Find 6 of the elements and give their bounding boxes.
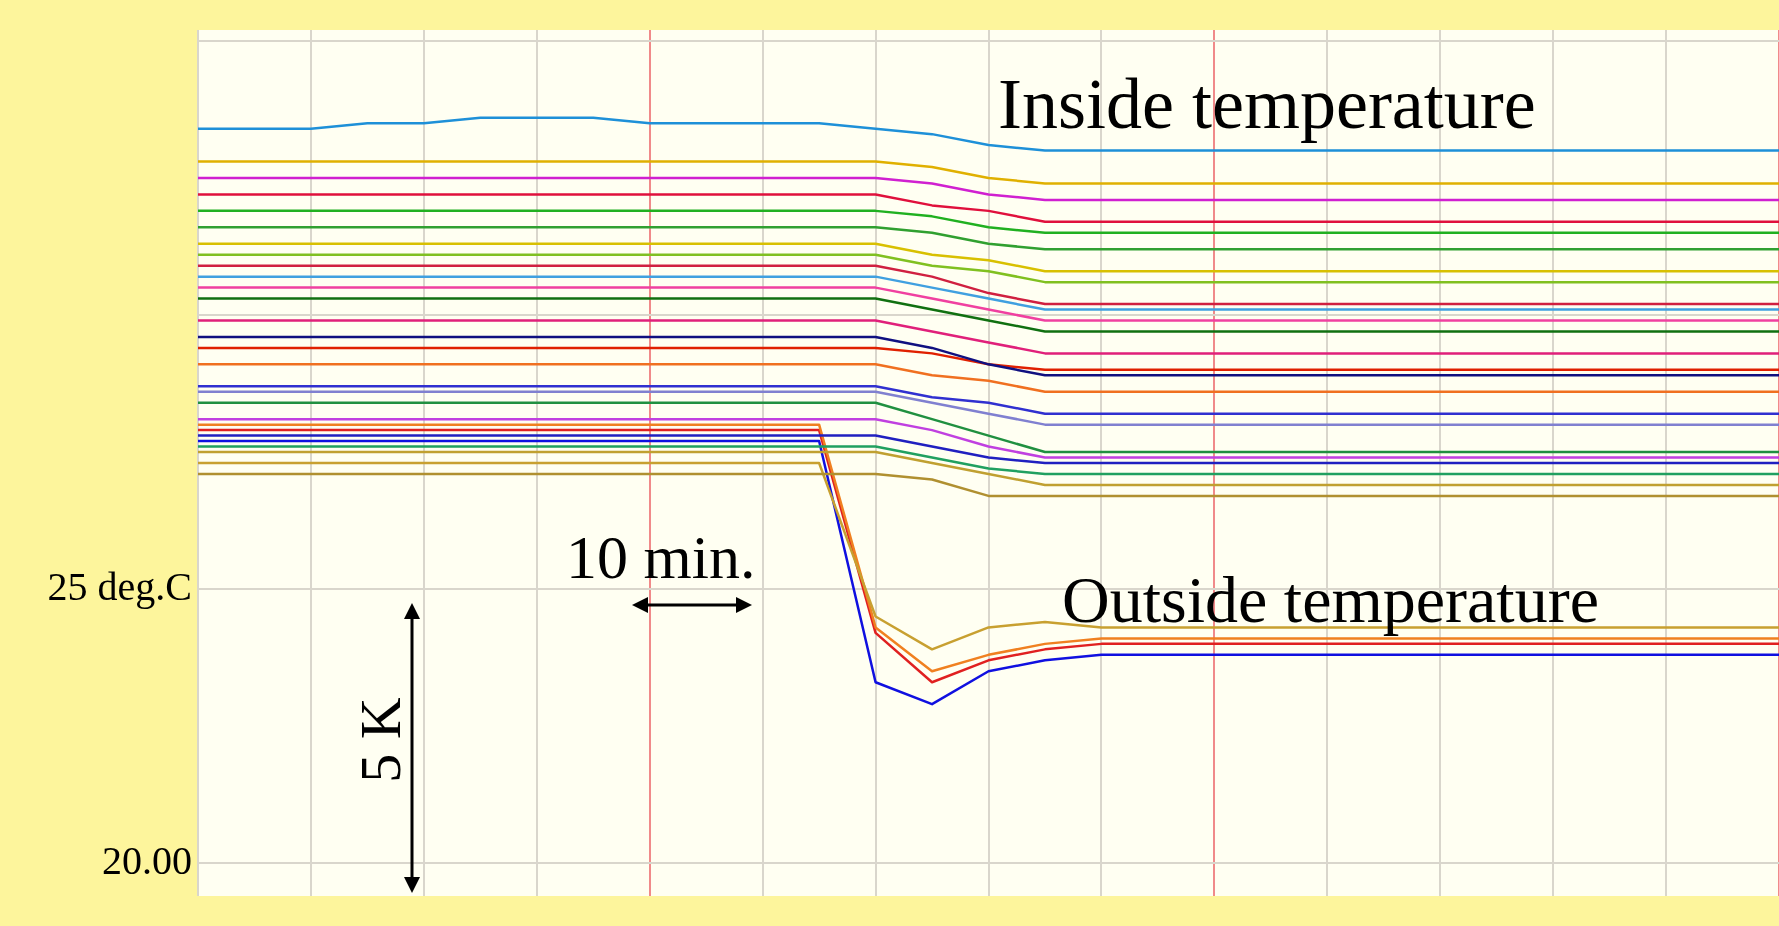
y-tick-label: 25 deg.C [47,563,192,609]
annotation: 5 K [348,697,414,783]
annotation: 10 min. [566,523,756,591]
y-tick-label: 20.00 [102,837,192,883]
annotation: Inside temperature [998,64,1536,144]
annotation: Outside temperature [1062,563,1599,636]
